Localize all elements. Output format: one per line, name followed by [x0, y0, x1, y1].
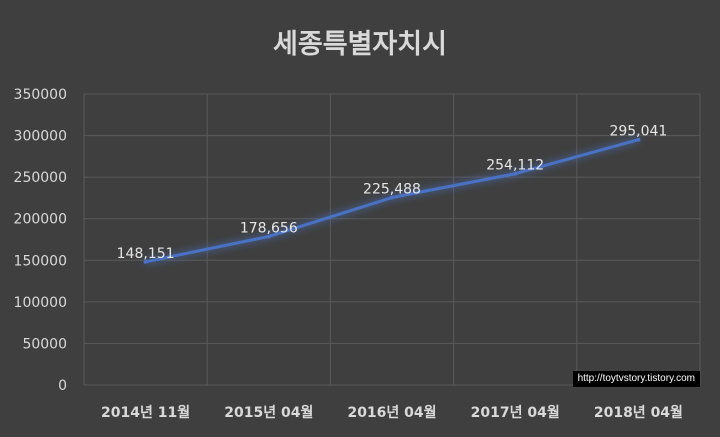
data-point: [266, 234, 271, 239]
y-tick-label: 250000: [14, 170, 67, 186]
x-tick-label: 2016년 04월: [347, 404, 436, 421]
data-label: 225,488: [363, 182, 421, 198]
y-tick-label: 200000: [14, 212, 67, 228]
chart-title: 세종특별자치시: [273, 29, 447, 60]
data-label: 178,656: [240, 220, 298, 236]
data-label: 295,041: [609, 124, 667, 140]
watermark-url: http://toytvstory.tistory.com: [572, 371, 700, 387]
data-point: [513, 171, 518, 176]
data-point: [390, 195, 394, 200]
x-tick-label: 2014년 11월: [101, 404, 190, 421]
data-point: [636, 137, 641, 142]
x-tick-label: 2017년 04월: [471, 404, 560, 421]
y-tick-label: 350000: [14, 87, 67, 103]
data-label: 254,112: [486, 158, 544, 174]
y-tick-label: 100000: [14, 295, 67, 311]
y-tick-label: 50000: [22, 336, 67, 352]
y-tick-label: 300000: [14, 129, 67, 145]
data-point: [143, 259, 148, 264]
x-tick-label: 2018년 04월: [594, 404, 683, 421]
y-tick-label: 0: [58, 378, 67, 394]
series-line: [144, 138, 640, 264]
x-tick-label: 2015년 04월: [224, 404, 313, 421]
data-label: 148,151: [117, 246, 175, 262]
y-tick-label: 150000: [14, 253, 67, 269]
